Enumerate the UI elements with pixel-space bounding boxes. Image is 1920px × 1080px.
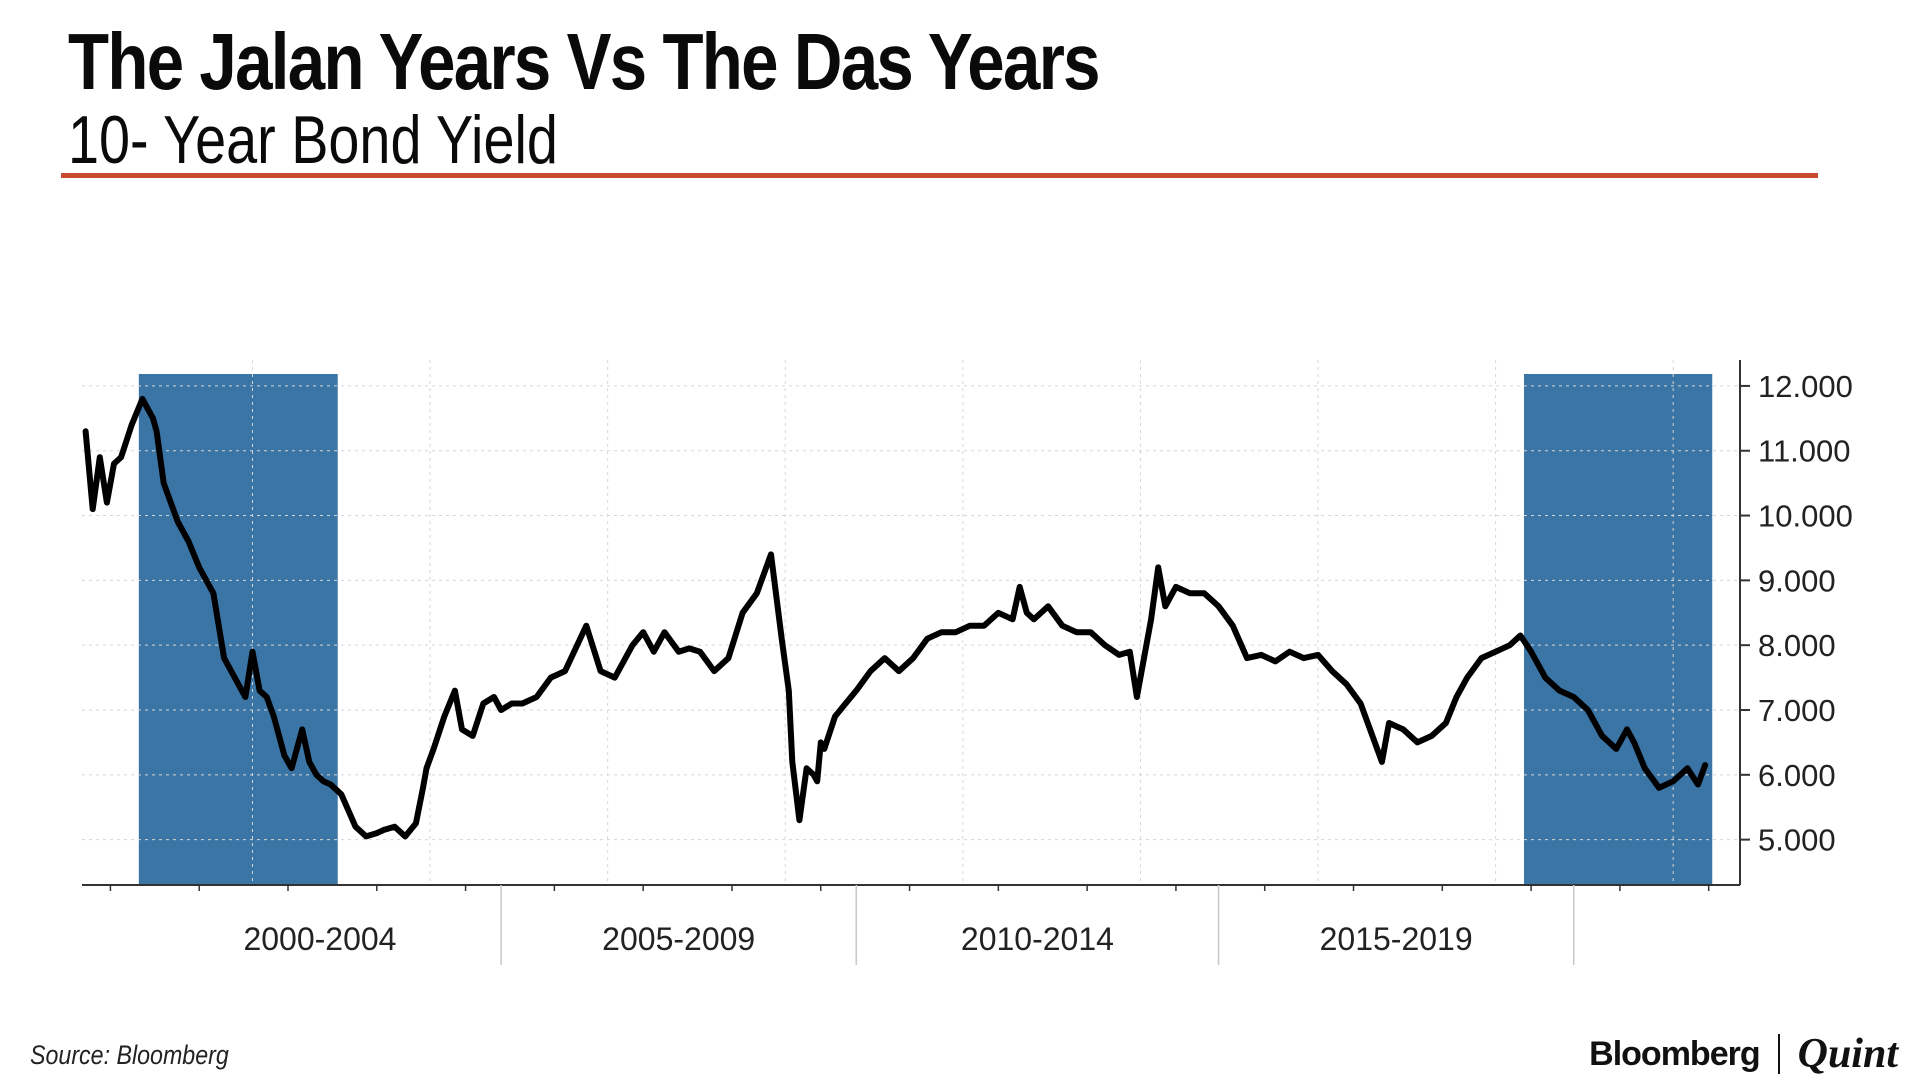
highlight-region-jalan [138,374,338,885]
y-tick-label: 10.000 [1758,499,1853,534]
x-period-label: 2000-2004 [243,921,396,957]
brand-quint-wordmark: Quint [1797,1031,1898,1077]
highlight-region-das [1524,374,1713,885]
y-tick-label: 11.000 [1758,434,1851,469]
brand-bloomberg-wordmark: Bloomberg [1589,1034,1760,1073]
y-tick-label: 6.000 [1758,758,1836,793]
brand-divider [1777,1034,1780,1074]
bond-yield-line [82,395,1709,840]
y-tick-label: 12.000 [1758,369,1853,404]
brand-logo: Bloomberg Quint [1589,1030,1898,1078]
x-period-label: 2005-2009 [602,921,755,957]
y-tick-label: 5.000 [1758,823,1836,858]
y-tick-label: 7.000 [1758,693,1836,728]
title-divider [61,173,1818,178]
x-period-label: 2010-2014 [961,921,1114,957]
x-period-label: 2015-2019 [1320,921,1473,957]
source-note: Source: Bloomberg [30,1040,229,1070]
y-tick-label: 9.000 [1758,563,1836,598]
chart-title: The Jalan Years Vs The Das Years [68,17,1101,106]
y-tick-label: 8.000 [1758,628,1836,663]
chart-subtitle: 10- Year Bond Yield [68,102,558,178]
